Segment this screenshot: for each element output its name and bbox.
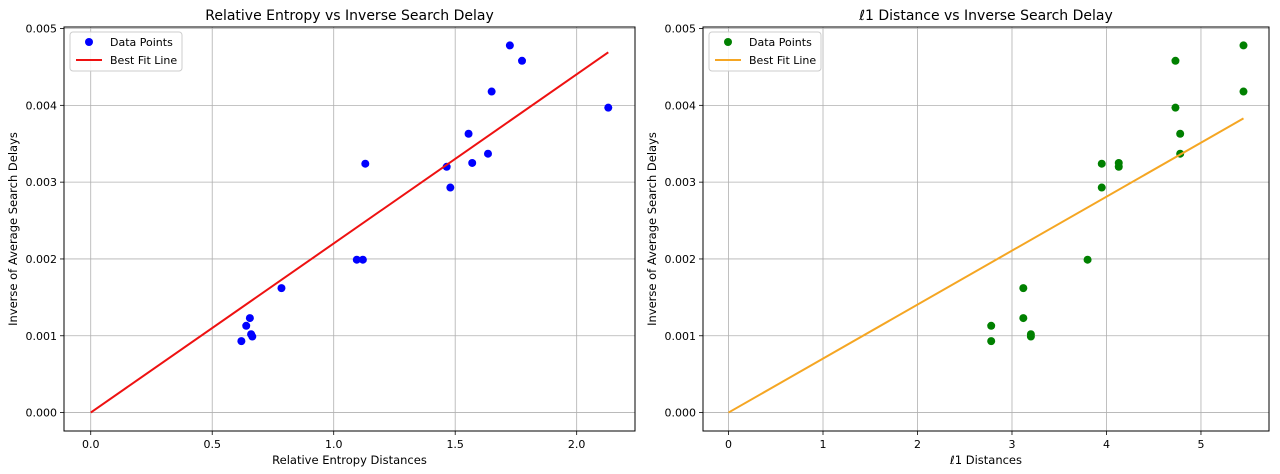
data-point [1171, 56, 1180, 65]
data-point [237, 337, 246, 346]
x-tick-label: 0.0 [82, 438, 100, 451]
data-point [361, 159, 370, 168]
y-tick-label: 0.002 [26, 253, 58, 266]
x-tick-label: 1 [820, 438, 827, 451]
x-tick-label: 2.0 [568, 438, 586, 451]
data-point [245, 314, 254, 323]
y-tick-label: 0.001 [26, 330, 58, 343]
legend-label: Best Fit Line [749, 54, 816, 67]
x-tick-label: 4 [1103, 438, 1110, 451]
best-fit-line [90, 51, 609, 414]
data-point [358, 255, 367, 264]
data-point [1239, 87, 1248, 96]
data-point [442, 162, 451, 171]
x-tick-label: 1.5 [446, 438, 464, 451]
y-tick-label: 0.004 [665, 99, 697, 112]
y-tick-label: 0.004 [26, 99, 58, 112]
y-tick-label: 0.003 [665, 176, 697, 189]
data-point [1019, 284, 1028, 293]
y-tick-label: 0.000 [665, 407, 697, 420]
data-point [604, 103, 613, 112]
legend-label: Best Fit Line [110, 54, 177, 67]
y-tick-label: 0.005 [665, 23, 697, 36]
data-point [1083, 255, 1092, 264]
data-point [446, 183, 455, 192]
legend-point-marker [724, 38, 732, 46]
legend: Data Points Best Fit Line [69, 31, 183, 72]
y-tick-label: 0.000 [26, 407, 58, 420]
data-point [987, 337, 996, 346]
legend-point-marker [85, 38, 93, 46]
y-axis-label: Inverse of Average Search Delays [6, 132, 20, 326]
y-axis-label: Inverse of Average Search Delays [645, 132, 659, 326]
x-axis-label: ℓ1 Distances [949, 453, 1022, 467]
chart-title: Relative Entropy vs Inverse Search Delay [205, 8, 494, 24]
chart-panel-1: 0.0 0.5 1.0 1.5 2.0 0.000 0.001 0.002 0.003 0.004… [6, 8, 636, 467]
data-point [468, 158, 477, 167]
data-point [483, 149, 492, 158]
best-fit-line [728, 117, 1244, 414]
legend-label: Data Points [110, 36, 173, 49]
x-axis-label: Relative Entropy Distances [272, 453, 427, 467]
data-point [505, 41, 514, 50]
data-point [1176, 129, 1185, 138]
legend-box [708, 31, 822, 72]
data-point [1026, 332, 1035, 341]
x-tick-label: 5 [1197, 438, 1204, 451]
chart-title: ℓ1 Distance vs Inverse Search Delay [858, 8, 1113, 24]
data-point [487, 87, 496, 96]
x-tick-label: 2 [914, 438, 921, 451]
data-point [277, 284, 286, 293]
x-tick-label: 3 [1008, 438, 1015, 451]
y-tick-label: 0.002 [665, 253, 697, 266]
plot-frame [702, 26, 1270, 432]
y-tick-label: 0.001 [665, 330, 697, 343]
legend-box [69, 31, 183, 72]
data-point [518, 56, 527, 65]
data-point [1019, 314, 1028, 323]
data-point [1239, 41, 1248, 50]
data-point [987, 321, 996, 330]
data-point [242, 321, 251, 330]
plot-frame [63, 26, 636, 432]
x-tick-label: 0.5 [203, 438, 221, 451]
x-tick-label: 0 [725, 438, 732, 451]
x-tick-label: 1.0 [325, 438, 343, 451]
legend-label: Data Points [749, 36, 812, 49]
data-point [1171, 103, 1180, 112]
y-tick-label: 0.003 [26, 176, 58, 189]
data-point [1097, 183, 1106, 192]
data-point [1114, 162, 1123, 171]
y-tick-label: 0.005 [26, 23, 58, 36]
chart-panel-2: 0 1 2 3 4 5 0.000 0.001 0.002 0.003 0.004 0.005 ℓ1 D… [645, 8, 1270, 467]
data-point [352, 255, 361, 264]
data-point [248, 332, 257, 341]
data-point [464, 129, 473, 138]
legend: Data Points Best Fit Line [708, 31, 822, 72]
data-point [1097, 159, 1106, 168]
